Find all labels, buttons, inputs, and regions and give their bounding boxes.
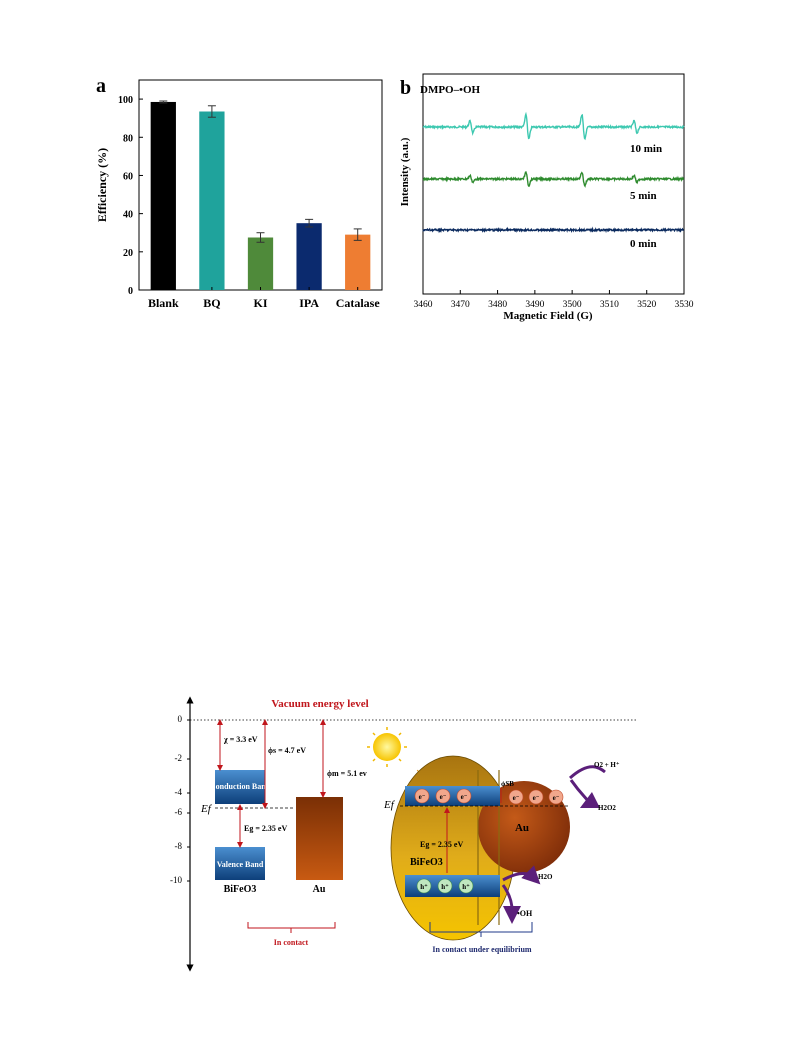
hole-label: h⁺	[441, 883, 449, 891]
phi-m-label: ϕm = 5.1 ev	[327, 769, 367, 778]
x-tick-label: 3460	[414, 300, 433, 310]
conduction-band-right	[405, 786, 500, 806]
y-tick-label: 0	[128, 286, 133, 297]
x-tick-label: 3480	[488, 300, 507, 310]
x-tick-label: BQ	[203, 296, 220, 310]
equilibrium-label: In contact under equilibrium	[432, 945, 532, 954]
electron-label: e⁻	[461, 793, 468, 801]
valence-band	[215, 847, 265, 880]
x-tick-label: 3500	[563, 300, 582, 310]
electron-group-au: e⁻ e⁻ e⁻	[508, 789, 564, 805]
phi-s-label: ϕs = 4.7 eV	[268, 746, 306, 755]
y-tick-label: 20	[123, 248, 133, 259]
panel-label-a: a	[96, 75, 106, 97]
x-tick-label: KI	[253, 296, 267, 310]
au-left-label: Au	[313, 884, 326, 895]
y-tick-label: 100	[118, 95, 133, 106]
panel-label-b: b	[400, 77, 411, 99]
eg-left-label: Eg = 2.35 eV	[244, 824, 287, 833]
electron-group-bifeo3: e⁻ e⁻ e⁻	[414, 788, 472, 804]
ef-left-label: Ef	[200, 803, 213, 815]
x-tick-label: 3470	[451, 300, 470, 310]
electron-label: e⁻	[533, 794, 540, 802]
h2o-arrow	[502, 865, 541, 885]
ef-right-label: Ef	[383, 799, 396, 811]
h2o2-label: H2O2	[598, 804, 616, 812]
bifeo3-right-label: BiFeO3	[410, 857, 443, 868]
bar-ki	[247, 237, 274, 290]
electron-label: e⁻	[553, 794, 560, 802]
schematic-svg: Vacuum energy level 0 -2 -4 -6 -8 -10 Co…	[170, 696, 638, 972]
energy-band-schematic: Vacuum energy level 0 -2 -4 -6 -8 -10 Co…	[160, 690, 640, 980]
hole-label: h⁺	[462, 883, 470, 891]
spectrum-0-min	[422, 226, 685, 234]
hole-label: h⁺	[420, 883, 428, 891]
ytick-0: 0	[178, 714, 183, 724]
series-label: 10 min	[630, 143, 662, 155]
electron-label: e⁻	[440, 793, 447, 801]
ytick-4: -8	[175, 841, 183, 851]
y-axis-label: Intensity (a.u.)	[399, 137, 411, 206]
sun-icon	[367, 727, 407, 767]
x-tick-label: 3490	[525, 300, 544, 310]
x-tick-label: 3510	[600, 300, 619, 310]
eg-right-label: Eg = 2.35 eV	[420, 840, 463, 849]
y-axis-label: Efficiency (%)	[95, 148, 109, 222]
panel-a: a Efficiency (%) 0 20 40 60 80 100 Blank BQ KI IP…	[92, 72, 392, 322]
y-tick-label: 40	[123, 210, 133, 221]
y-tick-label: 60	[123, 171, 133, 182]
x-tick-label: 3530	[675, 300, 694, 310]
ytick-3: -6	[175, 807, 183, 817]
o2-arrow	[568, 765, 606, 780]
panel-b: b DMPO–•OH Intensity (a.u.) Magnetic Fie…	[398, 72, 698, 322]
spectrum-10-min	[422, 111, 685, 141]
series-label: 5 min	[630, 190, 657, 202]
h2o-label: H2O	[538, 873, 553, 881]
vacuum-energy-title: Vacuum energy level	[271, 698, 368, 710]
bar-bq	[199, 111, 225, 290]
bifeo3-left-label: BiFeO3	[224, 884, 257, 895]
bar-ipa	[296, 223, 322, 290]
x-tick-label: 3520	[637, 300, 656, 310]
series-label: 0 min	[630, 238, 657, 250]
plot-frame	[422, 73, 685, 295]
au-particle	[478, 781, 570, 873]
o2-label: O2 + H⁺	[594, 761, 620, 769]
ytick-1: -2	[175, 753, 183, 763]
oh-label: •OH	[517, 909, 533, 918]
y-tick-label: 80	[123, 133, 133, 144]
conduction-band	[215, 770, 265, 804]
spectrum-5-min	[422, 171, 685, 188]
electron-label: e⁻	[513, 794, 520, 802]
oh-arrow	[501, 884, 522, 924]
chi-label: χ = 3.3 eV	[223, 735, 258, 744]
conduction-band-label: Conduction Band	[210, 782, 271, 791]
electron-label: e⁻	[419, 793, 426, 801]
epr-chart: b DMPO–•OH Intensity (a.u.) Magnetic Fie…	[399, 73, 694, 322]
chart-title: DMPO–•OH	[420, 84, 481, 96]
au-block	[296, 797, 343, 880]
bar-blank	[150, 101, 176, 290]
bar-chart: a Efficiency (%) 0 20 40 60 80 100 Blank BQ KI IP…	[95, 75, 383, 310]
ytick-5: -10	[170, 875, 182, 885]
ytick-2: -4	[175, 787, 183, 797]
x-tick-label: IPA	[299, 296, 319, 310]
x-tick-label: Blank	[148, 296, 179, 310]
in-contact-label: In contact	[274, 938, 309, 947]
au-right-label: Au	[515, 822, 529, 834]
x-axis-label: Magnetic Field (G)	[503, 310, 593, 322]
bar-catalase	[345, 234, 371, 290]
phi-sb-label: ϕSB	[501, 780, 514, 788]
hole-group: h⁺ h⁺ h⁺	[416, 878, 474, 894]
x-tick-label: Catalase	[336, 296, 381, 310]
valence-band-label: Valence Band	[217, 860, 264, 869]
h2o2-arrow	[569, 779, 601, 809]
